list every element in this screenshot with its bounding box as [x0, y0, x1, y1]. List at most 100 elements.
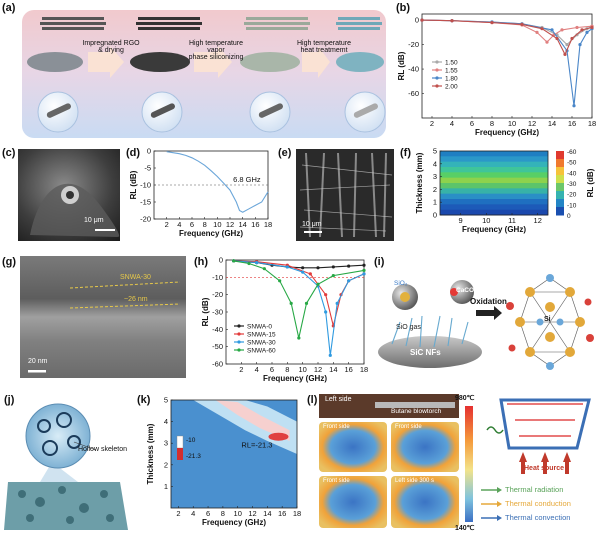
chart-d-y-tick-label: 0	[147, 147, 151, 156]
chart-h-y-tick-label: -60	[212, 360, 223, 369]
chart-h-data-point	[304, 301, 309, 305]
panel-j-label: (j)	[4, 394, 15, 406]
chart-h-x-tick-label: 6	[270, 365, 274, 374]
chart-h-data-point	[324, 310, 328, 314]
label-oxidation: Oxidation	[470, 297, 507, 306]
panel-a: (a) Impregnated RGO & drying High temper…	[0, 0, 392, 145]
panel-h: (h) 2 4 6 8 10 12 14 16 18 0 -10 -20 -30 -40 -50 -60 Fre…	[190, 252, 370, 387]
panel-c-label: (c)	[2, 147, 16, 159]
chart-d-y-tick-label: -10	[140, 181, 151, 190]
sem-image-c	[18, 149, 120, 241]
chart-h-legend-marker	[237, 332, 241, 336]
panel-a-graphic	[22, 10, 386, 138]
chart-b-x-tick-label: 2	[430, 119, 434, 128]
chart-f-colorbar-segment	[556, 207, 564, 216]
chart-b-data-point	[560, 28, 564, 32]
chart-b-data-point	[450, 19, 454, 23]
chart-h-x-tick-label: 10	[298, 365, 306, 374]
chart-h-y-tick-label: -40	[212, 325, 223, 334]
chart-f-heat-band	[440, 209, 548, 216]
chart-f-colorbar-segment	[556, 183, 564, 192]
chart-f-colorbar-tick: -10	[567, 202, 577, 209]
chart-f-y-tick-label: 4	[433, 159, 437, 168]
chart-h-data-point	[347, 279, 351, 283]
chart-h-x-axis-label: Frequency (GHz)	[263, 374, 327, 383]
layer-label-1: SNWA-30	[120, 274, 151, 281]
chart-d-x-axis-label: Frequency (GHz)	[179, 229, 243, 238]
chart-k-y-tick-label: 5	[164, 396, 168, 405]
panel-d-label: (d)	[126, 147, 141, 159]
chart-b-data-point	[565, 42, 569, 47]
panel-j: (j) Hollow skeleton	[0, 390, 135, 537]
chart-f-heat-band	[440, 177, 548, 184]
legend-thermal-convection: Thermal convection	[505, 513, 571, 522]
chart-b-data-point	[570, 36, 574, 41]
chart-k-annotation: RL=-21.3	[241, 441, 272, 450]
chart-b-x-tick-label: 6	[470, 119, 474, 128]
chart-k-y-tick-label: 3	[164, 439, 168, 448]
chart-f-x-axis-label: Frequency (GHz)	[462, 225, 526, 234]
chart-d-y-tick-label: -20	[140, 215, 151, 224]
chart-b-data-point	[555, 36, 559, 41]
chart-d-y-tick-label: -15	[140, 198, 151, 207]
step-2-label: High temperature vapor phase siliconizin…	[188, 40, 244, 61]
chart-d-x-tick-label: 18	[264, 220, 272, 229]
chart-h-y-tick-label: -30	[212, 308, 223, 317]
chart-b: 2 4 6 8 10 12 14 16 18 0 -20 -40 -60 Frequency (GHz) R…	[397, 13, 596, 137]
panel-b: (b) 2 4 6 8 10 12 14 16 18 0 -20 -40 -60 Frequency (G…	[392, 0, 600, 145]
chart-h-data-point	[262, 267, 266, 271]
chart-f-y-axis-label: Thickness (mm)	[415, 152, 424, 213]
chart-d-y-tick-label: -5	[144, 164, 151, 173]
chart-h: 2 4 6 8 10 12 14 16 18 0 -10 -20 -30 -40 -50 -60 Frequen…	[201, 256, 368, 384]
chart-f-heat-band	[440, 151, 548, 157]
layer-label-2: ~26 nm	[124, 296, 148, 303]
chart-b-data-point	[520, 22, 524, 26]
chart-k-plot-frame	[170, 399, 298, 509]
chart-b-x-tick-label: 8	[490, 119, 494, 128]
chart-f-y-tick-label: 5	[433, 147, 437, 156]
chart-k-colorbar-tick: -10	[186, 437, 196, 444]
chart-f-colorbar-segment	[556, 159, 564, 168]
chart-d-annotation: 6.8 GHz	[233, 175, 261, 184]
chart-b-y-tick-label: -20	[408, 40, 419, 49]
chart-b-data-point	[580, 28, 584, 32]
label-tmax: 980℃	[455, 395, 475, 402]
chart-b-data-point	[550, 28, 554, 32]
chart-d: 2 4 6 8 10 12 14 16 18 0 -5 -10 -15 -20 Frequency (GHz…	[129, 147, 272, 239]
chart-f-colorbar-tick: -50	[567, 160, 577, 167]
chart-f-y-tick-label: 1	[433, 198, 437, 207]
chart-h-data-point	[331, 265, 335, 269]
chart-h-y-tick-label: -50	[212, 342, 223, 351]
chart-d-x-tick-label: 6	[190, 220, 194, 229]
label-torch: Butane blowtorch	[391, 408, 442, 415]
chart-b-legend-marker	[435, 60, 439, 64]
chart-h-y-axis-label: RL (dB)	[201, 297, 210, 326]
thumb-label-3: Front side	[323, 478, 350, 484]
panel-i: (i)	[370, 252, 600, 387]
chart-b-x-axis-label: Frequency (GHz)	[475, 128, 539, 137]
chart-f-heat-band	[440, 188, 548, 195]
chart-h-data-point	[308, 272, 312, 276]
chart-f-colorbar-tick: -60	[567, 149, 577, 156]
mechanism-diagram-i	[378, 274, 594, 370]
chart-d-x-tick-label: 10	[213, 220, 221, 229]
chart-b-legend-label: 1.55	[445, 68, 458, 75]
chart-f-y-tick-label: 0	[433, 211, 437, 220]
chart-k-y-tick-label: 4	[164, 417, 168, 426]
panel-k: (k) 2 4 6 8 10 12 14 16 18 1 2 3 4 5 Frequency (GHz) Th…	[135, 390, 305, 537]
chart-d-series-line	[166, 151, 269, 213]
chart-k-colorbar-top	[176, 435, 184, 449]
thermal-diagram-l	[319, 394, 591, 528]
step-1-label: Impregnated RGO & drying	[82, 40, 140, 54]
chart-b-data-point	[578, 42, 582, 47]
chart-b-data-point	[545, 40, 549, 44]
chart-h-data-point	[255, 261, 259, 265]
chart-k-x-tick-label: 14	[263, 509, 271, 518]
chart-f-x-tick-label: 10	[482, 216, 490, 225]
chart-k-x-tick-label: 10	[234, 509, 242, 518]
chart-f-colorbar-tick: -20	[567, 192, 577, 199]
chart-b-data-point	[585, 30, 589, 34]
chart-f-colorbar-tick: 0	[567, 213, 571, 220]
panel-g: (g) SNWA-30 ~26 nm 20 nm	[0, 252, 190, 382]
chart-f-colorbar-segment	[556, 151, 564, 160]
